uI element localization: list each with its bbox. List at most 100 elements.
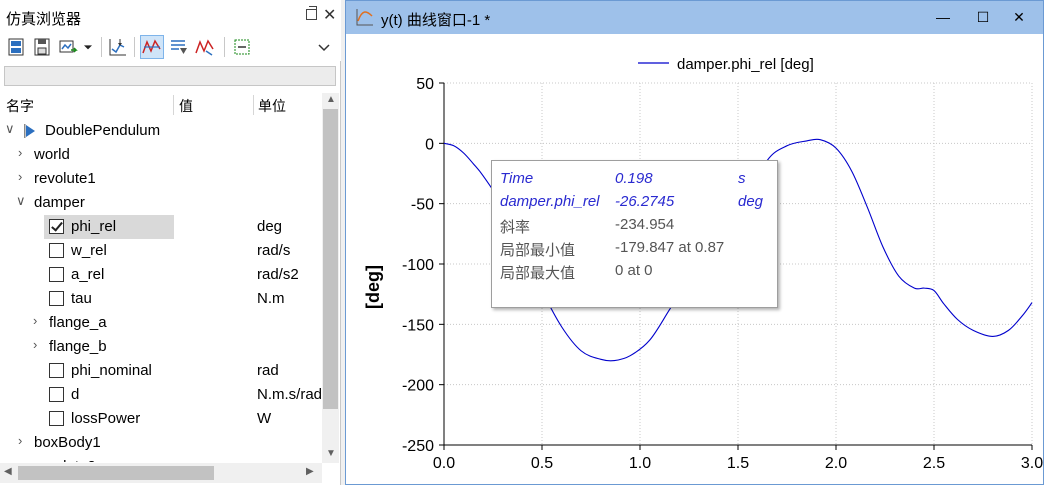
scroll-right-icon[interactable]: ▶ [306,466,314,477]
window-icon[interactable] [230,35,254,59]
tree-unit: rad/s [257,242,291,259]
plot-checkbox[interactable] [49,291,64,306]
plot-window-icon [356,9,373,26]
chevron-right-icon[interactable]: › [33,313,38,328]
tree-row-phi-nominal[interactable]: phi_nominal rad [0,359,322,383]
model-icon [24,124,35,138]
tree-row-tau[interactable]: tau N.m [0,287,322,311]
tree-label: revolute1 [34,170,96,187]
export-icon[interactable] [56,35,80,59]
scroll-up-icon[interactable]: ▲ [326,94,336,105]
tree-unit: N.m [257,290,285,307]
tree-unit: deg [257,218,283,235]
tree-row-flange-b[interactable]: › flange_b [0,335,322,359]
cursor-icon[interactable] [140,35,164,59]
save-icon[interactable] [30,35,54,59]
chevron-right-icon[interactable]: › [18,433,23,448]
maximize-icon[interactable]: ☐ [976,9,990,25]
window-title: y(t) 曲线窗口-1 * [381,12,491,29]
tooltip-time-unit: s [738,170,746,187]
minimize-icon[interactable]: — [936,9,950,25]
filter-input[interactable] [4,66,336,86]
x-tick-label: 1.0 [629,455,651,472]
tree-label: DoublePendulum [45,122,161,139]
close-icon[interactable]: ✕ [1013,9,1025,25]
x-tick-label: 2.0 [825,455,847,472]
tooltip-localmax-label: 局部最大值 [500,265,576,282]
tree-label: damper [34,194,85,211]
tooltip-time-label: Time [500,170,534,187]
plot-checkbox[interactable] [49,387,64,402]
tree-label: phi_rel [71,218,117,235]
tree-row-revolute1[interactable]: › revolute1 [0,167,322,191]
plot-checkbox[interactable] [49,219,64,234]
float-panel-icon[interactable] [306,6,317,20]
x-tick-label: 0.0 [433,455,455,472]
tree-row-w-rel[interactable]: w_rel rad/s [0,239,322,263]
tooltip-localmax-value: 0 at 0 [615,262,653,279]
new-plot-icon[interactable] [4,35,28,59]
scroll-thumb[interactable] [323,109,338,409]
tree-row-phi-rel[interactable]: phi_rel deg [0,215,322,239]
chevron-right-icon[interactable]: › [18,458,30,463]
dropdown-arrow-icon[interactable] [80,35,96,59]
horizontal-scrollbar[interactable]: ◀ ▶ [0,463,322,483]
legend-label[interactable]: damper.phi_rel [deg] [677,56,814,73]
cursor-tooltip: Time 0.198 s damper.phi_rel -26.2745 deg… [491,160,778,308]
vertical-scrollbar[interactable]: ▲ ▼ [322,93,339,463]
tooltip-var-unit: deg [738,193,764,210]
tree-label: a_rel [71,266,105,283]
column-unit[interactable]: 单位 [258,98,286,114]
tree-row-doublependulum[interactable]: ∨ DoublePendulum [0,119,322,143]
x-tick-label: 0.5 [531,455,553,472]
tree-row-damper[interactable]: ∨ damper [0,191,322,215]
tree-label: revolute2 [34,458,96,462]
tree-unit: rad [257,362,279,379]
scroll-thumb[interactable] [18,466,214,480]
browser-title: 仿真浏览器 [6,11,82,28]
column-value[interactable]: 值 [179,98,193,114]
legend-icon[interactable] [167,35,191,59]
chevron-right-icon[interactable]: › [33,337,38,352]
plot-checkbox[interactable] [49,411,64,426]
tree-row-boxbody1[interactable]: › boxBody1 [0,431,322,455]
tree-unit: rad/s2 [257,266,299,283]
simulation-browser-panel: 仿真浏览器 ✕ [0,0,341,485]
scroll-left-icon[interactable]: ◀ [4,466,12,477]
scroll-down-icon[interactable]: ▼ [326,448,336,459]
collapse-icon[interactable] [312,35,336,59]
y-tick-label: 0 [425,136,434,153]
tree-label: flange_b [49,338,107,355]
tree-row-world[interactable]: › world [0,143,322,167]
chevron-down-icon[interactable]: ∨ [16,193,26,208]
column-name[interactable]: 名字 [6,98,34,114]
tooltip-var-label: damper.phi_rel [500,193,600,210]
tooltip-localmin-value: -179.847 at 0.87 [615,239,725,256]
tree-row-flange-a[interactable]: › flange_a [0,311,322,335]
chevron-down-icon[interactable]: ∨ [5,121,15,136]
x-tick-label: 2.5 [923,455,945,472]
curve-icon[interactable] [193,35,217,59]
chevron-right-icon[interactable]: › [18,145,23,160]
close-panel-icon[interactable]: ✕ [323,7,337,24]
plot-icon[interactable] [106,35,130,59]
y-tick-label: 50 [416,76,434,93]
y-tick-label: -200 [402,378,434,395]
y-axis-label: [deg] [363,265,383,309]
plot-checkbox[interactable] [49,363,64,378]
plot-checkbox[interactable] [49,243,64,258]
window-title-bar[interactable]: y(t) 曲线窗口-1 * — ☐ ✕ [346,1,1043,34]
tree-unit: N.m.s/rad [257,386,322,403]
tree-label: w_rel [71,242,107,259]
tree-row-d[interactable]: d N.m.s/rad [0,383,322,407]
tree-row-revolute2[interactable]: › revolute2 [0,455,322,463]
y-tick-label: -100 [402,257,434,274]
browser-toolbar [0,33,341,61]
chevron-right-icon[interactable]: › [18,169,23,184]
y-tick-label: -50 [411,197,434,214]
tree-row-a-rel[interactable]: a_rel rad/s2 [0,263,322,287]
y-tick-label: -250 [402,438,434,455]
plot-checkbox[interactable] [49,267,64,282]
plot-window: y(t) 曲线窗口-1 * — ☐ ✕ 0.0 0.5 1.0 1.5 2.0 2.5 3.… [345,0,1044,485]
tree-row-losspower[interactable]: lossPower W [0,407,322,431]
